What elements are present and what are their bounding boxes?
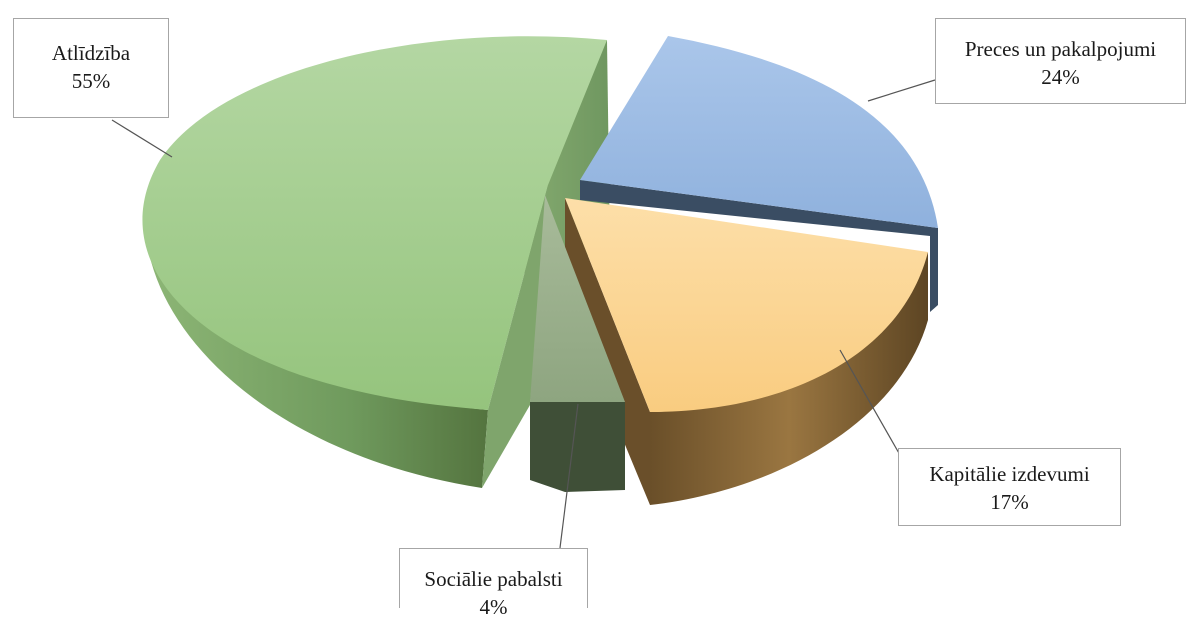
label-kapitalie-percent: 17%: [990, 490, 1029, 514]
slice-kapitalie-side: [650, 252, 928, 505]
label-atlidziba: Atlīdzība 55%: [13, 18, 169, 118]
label-socialie: Sociālie pabalsti 4%: [399, 548, 588, 619]
slice-preces-top: [580, 36, 938, 228]
label-socialie-name: Sociālie pabalsti: [424, 567, 563, 591]
leader-line-socialie: [559, 403, 579, 549]
slice-atlidziba-top: [142, 36, 608, 410]
leader-line-atlidziba: [111, 119, 173, 158]
pie-chart: [111, 36, 938, 549]
slice-socialie-top: [530, 195, 625, 402]
slice-preces-side: [580, 180, 938, 312]
label-atlidziba-name: Atlīdzība: [51, 41, 131, 65]
slice-atlidziba-side: [145, 218, 488, 488]
label-preces-percent: 24%: [1041, 65, 1080, 89]
slice-socialie: [530, 195, 625, 492]
slice-preces: [580, 36, 938, 312]
label-kapitalie: Kapitālie izdevumi 17%: [898, 448, 1121, 526]
label-preces: Preces un pakalpojumi 24%: [935, 18, 1186, 104]
slice-kapitalie-cut: [565, 198, 650, 505]
slice-kapitalie-top: [565, 198, 928, 412]
label-atlidziba-percent: 55%: [71, 69, 111, 93]
label-socialie-percent: 4%: [479, 595, 508, 619]
label-kapitalie-name: Kapitālie izdevumi: [929, 462, 1090, 486]
leader-line-preces: [867, 79, 936, 102]
leader-line-kapitalie: [839, 349, 901, 456]
slice-socialie-side: [530, 402, 625, 492]
slice-kapitalie: [565, 198, 928, 505]
leader-lines: [111, 79, 936, 549]
label-preces-name: Preces un pakalpojumi: [964, 37, 1157, 61]
